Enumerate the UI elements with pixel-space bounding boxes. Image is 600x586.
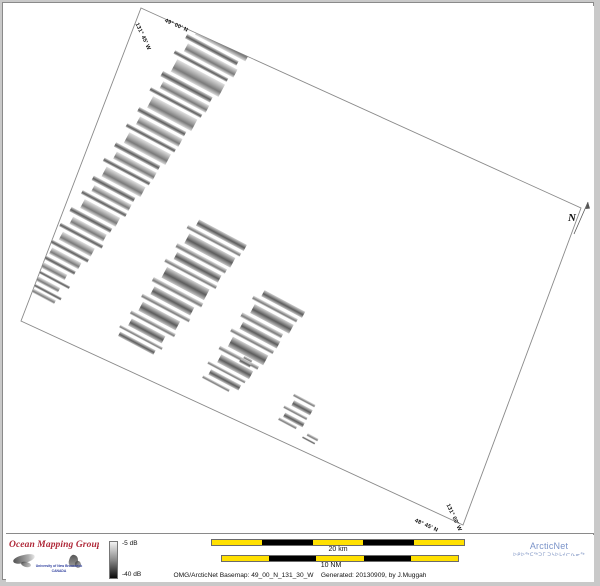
colorbar-min-label: -40 dB [122,571,142,578]
north-arrow: N [568,206,590,232]
map-canvas[interactable] [6,6,594,534]
scale-bar-nautical-miles [221,555,459,562]
basemap-credit-line: OMG/ArcticNet Basemap: 49_00_N_131_30_W … [173,572,427,579]
colorbar-max-label: -5 dB [122,540,138,547]
scale-bar-kilometers [211,539,465,546]
omg-logo-title: Ocean Mapping Group [9,540,99,550]
north-arrow-label: N [568,212,576,224]
arcticnet-logo-title: ArcticNet [529,541,569,551]
north-arrow-icon [573,201,590,235]
backscatter-colorbar-legend: -5 dB -40 dB [109,539,179,581]
colorbar-gradient [109,541,118,579]
ocean-mapping-group-logo: Ocean Mapping Group University of New Br… [7,539,99,581]
scale-bar-nautical-miles-label: 10 NM [320,562,342,569]
scale-bars: 20 km 10 NM [6,535,594,582]
map-frame-outline [20,7,582,526]
omg-logo-subtitle: University of New Brunswick CANADA [35,564,83,573]
sonar-backscatter-tracks [23,8,319,445]
map-footer: Ocean Mapping Group University of New Br… [6,535,594,582]
scale-bar-kilometers-label: 20 km [328,546,348,553]
page-frame: 131° 45' W 49° 00' N 48° 45' N 131° 00' … [2,2,594,582]
map-panel[interactable]: 131° 45' W 49° 00' N 48° 45' N 131° 00' … [6,6,594,534]
arcticnet-logo: ArcticNet ᐅᑭᐅᖅᑕᖅᑐᒥ ᑐᓴᐅᒪᔪᓕᕆᓂᖅ [506,541,592,565]
arcticnet-logo-syllabics: ᐅᑭᐅᖅᑕᖅᑐᒥ ᑐᓴᐅᒪᔪᓕᕆᓂᖅ [512,552,586,558]
